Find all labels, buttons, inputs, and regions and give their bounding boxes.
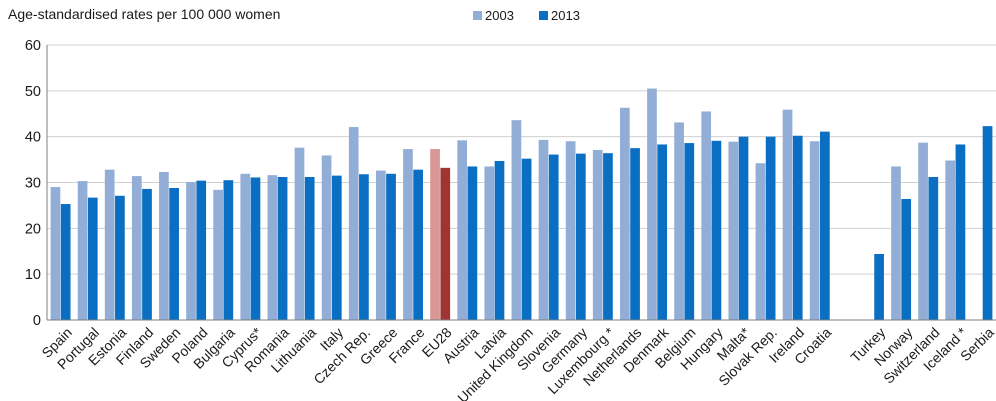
bar-2013 xyxy=(386,173,396,320)
legend: 2003 2013 xyxy=(473,8,580,23)
bar-2003 xyxy=(945,160,956,320)
bar-2013 xyxy=(304,177,315,320)
bar-2013 xyxy=(169,188,179,320)
bar-2013 xyxy=(413,169,423,320)
y-tick-label: 0 xyxy=(33,313,41,329)
bar-2003 xyxy=(321,155,332,320)
bar-2013 xyxy=(603,153,613,320)
bar-2003 xyxy=(565,141,576,320)
bar-2013 xyxy=(277,177,288,320)
legend-label-2003: 2003 xyxy=(485,8,514,23)
bar-2003 xyxy=(104,169,115,320)
bar-2013 xyxy=(359,174,369,320)
y-tick-label: 10 xyxy=(25,267,41,283)
bar-2013 xyxy=(874,254,884,320)
bar-2013 xyxy=(142,188,152,320)
bar-2003 xyxy=(592,149,603,320)
bar-2003 xyxy=(267,175,278,320)
x-axis-labels: SpainPortugalEstoniaFinlandSwedenPolandB… xyxy=(38,323,996,401)
bar-2003 xyxy=(674,122,684,321)
bar-2003 xyxy=(538,139,549,320)
bar-2003 xyxy=(457,140,468,320)
bar-2013 xyxy=(955,144,966,320)
bar-2013 xyxy=(196,180,207,320)
bar-2013 xyxy=(738,136,749,320)
y-tick-label: 60 xyxy=(25,38,41,54)
bar-2003 xyxy=(186,182,196,320)
y-tick-label: 30 xyxy=(25,176,41,192)
bar-2003 xyxy=(348,127,359,320)
bar-2013 xyxy=(982,126,993,321)
bar-2013 xyxy=(521,158,532,320)
bar-2003 xyxy=(240,173,251,320)
bar-2013 xyxy=(820,131,830,320)
bar-2013 xyxy=(630,148,640,321)
bar-2013 xyxy=(223,180,234,320)
y-tick-label: 40 xyxy=(25,130,41,146)
bar-2003 xyxy=(213,189,223,320)
bar-2013 xyxy=(792,135,803,320)
bar-2003 xyxy=(918,142,928,321)
bars xyxy=(50,88,993,321)
bar-2013 xyxy=(928,177,939,320)
bar-2013 xyxy=(494,160,505,320)
bar-2003 xyxy=(782,109,793,321)
bar-2013 xyxy=(250,177,261,320)
bar-2013 xyxy=(575,153,586,321)
y-axis-ticks: 0 10 20 30 40 50 60 xyxy=(25,38,41,329)
bar-2013 xyxy=(711,140,722,320)
bar-2013 xyxy=(440,167,451,320)
y-tick-label: 20 xyxy=(25,221,41,237)
bar-2003 xyxy=(809,141,820,320)
bar-2003 xyxy=(159,171,169,320)
bar-2003 xyxy=(375,170,386,320)
bar-2003 xyxy=(294,147,305,320)
bar-2003 xyxy=(620,107,630,320)
bar-2013 xyxy=(467,166,478,320)
bar-2003 xyxy=(728,141,739,320)
bar-2013 xyxy=(87,197,98,321)
legend-swatch-2013 xyxy=(539,11,548,20)
bar-2013 xyxy=(60,204,71,320)
chart-title: Age-standardised rates per 100 000 women xyxy=(8,6,280,22)
bar-2013 xyxy=(765,136,776,320)
bar-2003 xyxy=(50,187,61,320)
bar-2013 xyxy=(115,195,125,320)
bar-2013 xyxy=(657,144,668,320)
bar-2003 xyxy=(647,88,657,320)
bar-2003 xyxy=(891,166,901,320)
bar-2013 xyxy=(331,175,342,321)
bar-2003 xyxy=(484,166,495,320)
bar-2003 xyxy=(755,163,766,320)
bar-2003 xyxy=(403,149,413,320)
bar-2003 xyxy=(511,120,522,320)
bar-2013 xyxy=(901,199,912,320)
bar-2003 xyxy=(701,111,712,321)
y-tick-label: 50 xyxy=(25,84,41,100)
legend-label-2013: 2013 xyxy=(551,8,580,23)
bar-2003 xyxy=(77,181,88,321)
legend-swatch-2003 xyxy=(473,11,482,20)
bar-2013 xyxy=(548,154,559,320)
bar-2003 xyxy=(430,149,440,320)
bar-2003 xyxy=(131,176,142,320)
bar-2013 xyxy=(684,143,695,320)
